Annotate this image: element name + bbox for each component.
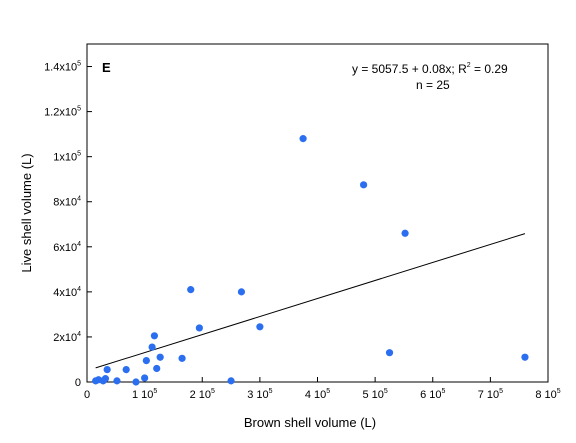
x-tick-base: 0 bbox=[84, 389, 90, 401]
y-tick-exponent: 5 bbox=[77, 151, 81, 158]
data-point bbox=[141, 374, 149, 382]
x-tick-exponent: 5 bbox=[442, 388, 446, 395]
x-tick-exponent: 5 bbox=[384, 388, 388, 395]
y-tick-label: 8x104 bbox=[53, 196, 81, 209]
equation-suffix: = 0.29 bbox=[471, 62, 508, 76]
plot-frame bbox=[86, 43, 549, 383]
x-tick-exponent: 5 bbox=[269, 388, 273, 395]
y-tick-label: 1.2x105 bbox=[44, 106, 81, 119]
regression-equation: y = 5057.5 + 0.08x; R2 = 0.29 bbox=[352, 62, 508, 76]
y-tick-base: 6x10 bbox=[53, 242, 77, 254]
y-tick-exponent: 5 bbox=[77, 61, 81, 68]
x-tick-exponent: 5 bbox=[153, 388, 157, 395]
x-tick-exponent: 5 bbox=[557, 388, 561, 395]
x-tick-base: 4 10 bbox=[305, 389, 326, 401]
data-point bbox=[256, 323, 264, 331]
x-axis-title: Brown shell volume (L) bbox=[244, 415, 376, 430]
x-tick-label: 0 bbox=[84, 389, 90, 401]
data-point bbox=[178, 354, 186, 362]
x-tick-exponent: 5 bbox=[211, 388, 215, 395]
x-tick-label: 1 105 bbox=[132, 388, 157, 401]
x-tick-label: 8 105 bbox=[535, 388, 560, 401]
data-point bbox=[113, 377, 121, 385]
data-point bbox=[103, 366, 111, 374]
x-tick-label: 5 105 bbox=[362, 388, 387, 401]
y-tick-label: 2x104 bbox=[53, 331, 81, 344]
x-tick-label: 4 105 bbox=[305, 388, 330, 401]
y-tick-base: 2x10 bbox=[53, 332, 77, 344]
y-tick-base: 4x10 bbox=[53, 287, 77, 299]
y-tick-base: 1.2x10 bbox=[44, 107, 77, 119]
y-tick-exponent: 4 bbox=[77, 196, 81, 203]
x-tick-base: 2 10 bbox=[190, 389, 211, 401]
y-tick-exponent: 4 bbox=[77, 286, 81, 293]
x-tick-label: 7 105 bbox=[478, 388, 503, 401]
x-tick-exponent: 5 bbox=[499, 388, 503, 395]
y-tick-exponent: 4 bbox=[77, 241, 81, 248]
y-tick-base: 0 bbox=[75, 377, 81, 389]
x-tick-exponent: 5 bbox=[326, 388, 330, 395]
data-point bbox=[385, 349, 394, 357]
x-tick-base: 3 10 bbox=[247, 389, 268, 401]
y-tick-label: 4x104 bbox=[53, 286, 81, 299]
data-point bbox=[156, 353, 164, 361]
data-point bbox=[150, 332, 159, 340]
y-tick-exponent: 4 bbox=[77, 331, 81, 338]
data-points bbox=[92, 135, 529, 386]
y-tick-base: 8x10 bbox=[53, 197, 77, 209]
sample-size-label: n = 25 bbox=[416, 78, 450, 92]
data-point bbox=[521, 353, 529, 361]
data-point bbox=[360, 181, 368, 189]
x-tick-label: 6 105 bbox=[420, 388, 445, 401]
data-point bbox=[195, 324, 203, 332]
data-point bbox=[142, 356, 150, 365]
y-tick-base: 1x10 bbox=[53, 152, 77, 164]
x-tick-base: 7 10 bbox=[478, 389, 499, 401]
data-point bbox=[101, 375, 110, 383]
y-tick-label: 6x104 bbox=[53, 241, 81, 254]
y-tick-exponent: 5 bbox=[77, 106, 81, 113]
panel-label: E bbox=[102, 60, 111, 75]
data-point bbox=[132, 378, 140, 386]
y-tick-base: 1.4x10 bbox=[44, 62, 77, 74]
y-tick-label: 1x105 bbox=[53, 151, 81, 164]
data-point bbox=[148, 343, 156, 351]
y-axis-title: Live shell volume (L) bbox=[19, 153, 34, 272]
equation-exponent: 2 bbox=[467, 62, 471, 69]
y-tick-label: 0 bbox=[75, 377, 81, 389]
x-tick-base: 8 10 bbox=[535, 389, 556, 401]
y-tick-label: 1.4x105 bbox=[44, 61, 81, 74]
x-tick-label: 3 105 bbox=[247, 388, 272, 401]
data-point bbox=[122, 366, 130, 374]
data-point bbox=[153, 364, 161, 373]
x-tick-base: 1 10 bbox=[132, 389, 153, 401]
data-point bbox=[237, 288, 246, 296]
data-point bbox=[299, 135, 307, 143]
data-point bbox=[401, 229, 409, 237]
x-tick-base: 5 10 bbox=[362, 389, 383, 401]
data-point bbox=[187, 286, 195, 294]
data-point bbox=[227, 377, 235, 385]
regression-line bbox=[95, 233, 526, 369]
equation-prefix: y = 5057.5 + 0.08x; R bbox=[352, 62, 467, 76]
x-tick-base: 6 10 bbox=[420, 389, 441, 401]
x-tick-label: 2 105 bbox=[190, 388, 215, 401]
